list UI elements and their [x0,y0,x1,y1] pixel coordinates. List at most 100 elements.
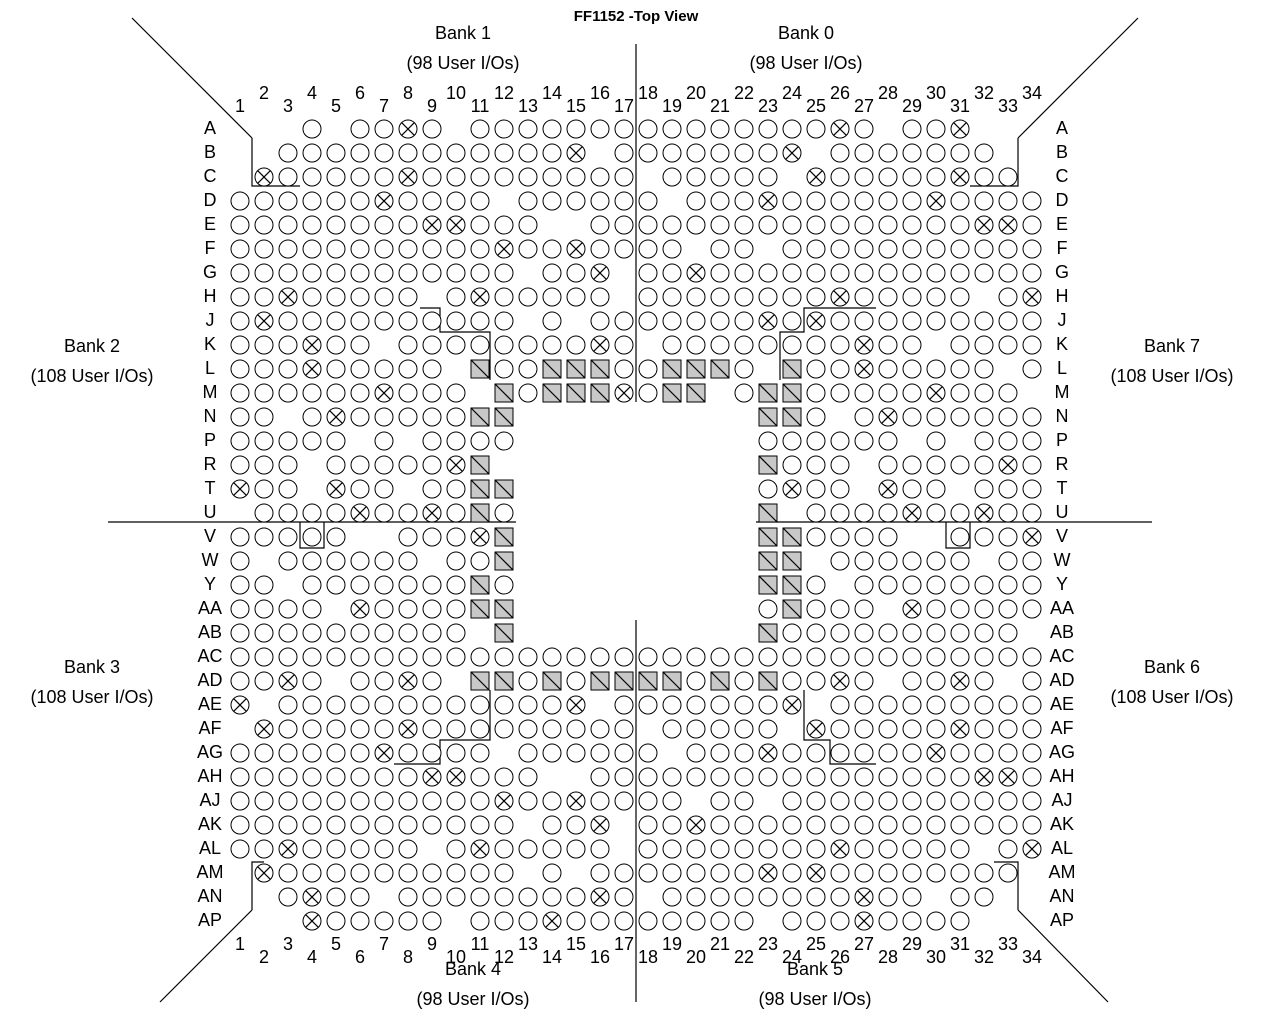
pin [375,240,393,258]
pin [351,120,369,138]
pin [615,792,633,810]
row-label: F [1057,238,1068,258]
pin [735,720,753,738]
pin [951,144,969,162]
pin [879,720,897,738]
pin [759,432,777,450]
pin [687,192,705,210]
column-label: 1 [235,96,245,116]
pin [255,768,273,786]
pin [567,264,585,282]
row-label: R [1056,454,1069,474]
pin [879,624,897,642]
pin [807,576,825,594]
pin [735,168,753,186]
pin [735,672,753,690]
bank-name: Bank 3 [64,657,120,677]
pin [879,168,897,186]
pin [495,912,513,930]
row-label: L [205,358,215,378]
pin [831,312,849,330]
pin [927,432,945,450]
pin [351,216,369,234]
pin [975,264,993,282]
pin [447,288,465,306]
pin [279,792,297,810]
pin [879,576,897,594]
pin [855,768,873,786]
pin [399,792,417,810]
pin [255,792,273,810]
column-label: 16 [590,83,610,103]
pin [903,288,921,306]
row-label: N [1056,406,1069,426]
pin [279,480,297,498]
pin [927,696,945,714]
pin [975,816,993,834]
row-label: M [203,382,218,402]
pin [903,120,921,138]
row-label: AK [1050,814,1074,834]
pin [351,144,369,162]
pin [303,648,321,666]
pin [303,288,321,306]
pin [951,408,969,426]
pin [351,696,369,714]
bank-io-count: (108 User I/Os) [1110,687,1233,707]
pin [663,912,681,930]
pin [855,696,873,714]
pin [615,192,633,210]
pin [567,288,585,306]
column-label: 1 [235,934,245,954]
pin [495,648,513,666]
pin [999,168,1017,186]
column-label: 3 [283,96,293,116]
pin [927,552,945,570]
pin [735,744,753,762]
pin [471,720,489,738]
pin [999,744,1017,762]
pin [327,336,345,354]
pin [423,648,441,666]
pin [1023,192,1041,210]
pin [255,360,273,378]
pin [831,384,849,402]
pin [255,216,273,234]
pin [879,288,897,306]
pin [423,312,441,330]
pin [423,384,441,402]
pin [975,648,993,666]
pin [759,144,777,162]
pin [375,696,393,714]
pin [231,576,249,594]
pin [999,240,1017,258]
row-label: AB [1050,622,1074,642]
pin [903,672,921,690]
pin [255,624,273,642]
pin [687,720,705,738]
pin [423,720,441,738]
pin [303,744,321,762]
pin [327,552,345,570]
pin [327,456,345,474]
row-label: AG [197,742,223,762]
pin [423,576,441,594]
column-label: 29 [902,934,922,954]
row-label: AN [1049,886,1074,906]
pin [975,624,993,642]
pin [471,912,489,930]
pin [975,720,993,738]
pin [831,888,849,906]
pin [255,408,273,426]
pin [447,264,465,282]
pin [807,504,825,522]
pin [375,768,393,786]
pin [231,600,249,618]
pin [255,528,273,546]
pin [975,600,993,618]
pin [879,552,897,570]
row-label: AB [198,622,222,642]
pin [951,648,969,666]
pin [327,576,345,594]
pin [495,432,513,450]
